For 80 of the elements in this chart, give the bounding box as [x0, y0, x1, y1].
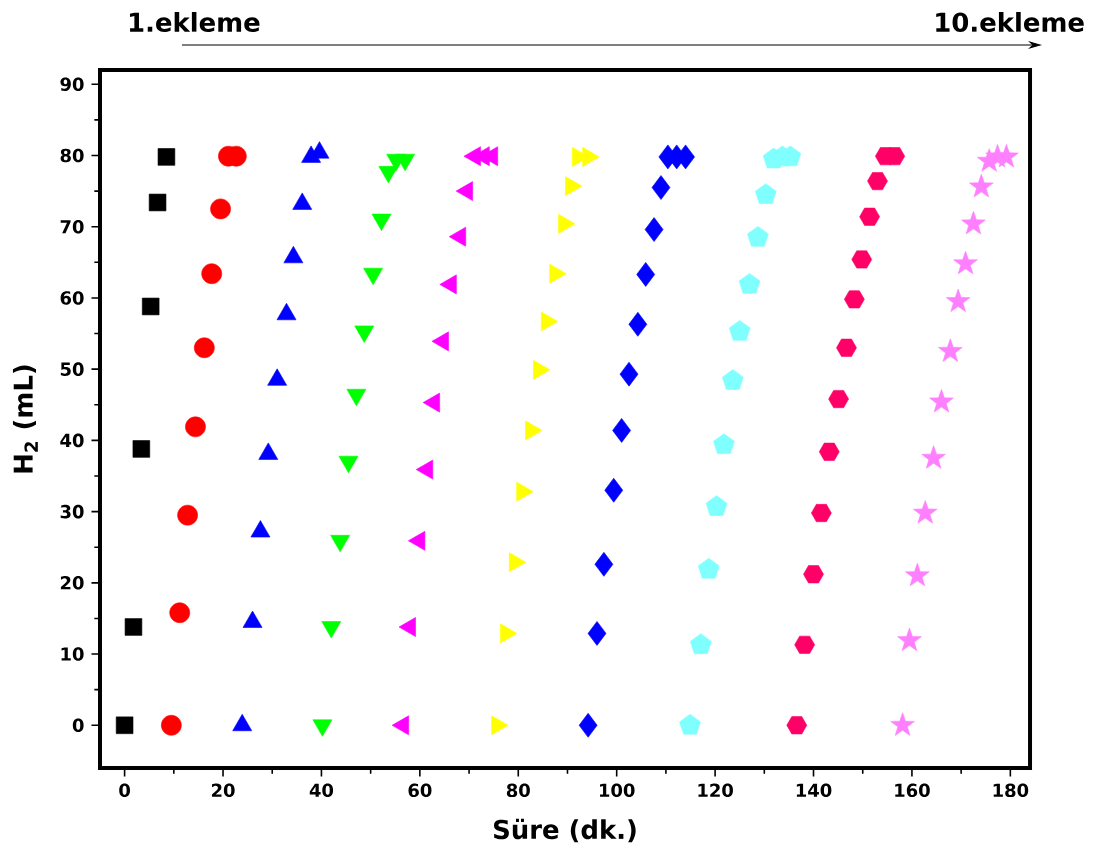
y-tick-label: 80: [60, 148, 84, 163]
x-tick-label: 60: [408, 783, 432, 798]
point: [705, 495, 728, 516]
point: [890, 712, 915, 736]
x-tick-label: 120: [698, 783, 733, 798]
point: [953, 250, 978, 275]
point: [905, 562, 930, 587]
y-tick-label: 0: [72, 718, 84, 733]
text: 1.ekleme: [129, 11, 260, 33]
point: [690, 633, 712, 654]
point: [921, 445, 946, 469]
point: [938, 338, 963, 362]
point: [185, 416, 206, 438]
y-tick-label: 30: [60, 504, 84, 519]
point: [811, 504, 832, 522]
point: [619, 361, 639, 387]
point: [604, 477, 624, 503]
point: [628, 311, 648, 337]
y-tick-label: 50: [60, 362, 84, 376]
point: [969, 174, 994, 198]
point: [722, 369, 744, 390]
point: [994, 144, 1019, 168]
point: [141, 297, 160, 316]
point: [169, 602, 191, 624]
point: [115, 716, 134, 734]
point: [651, 175, 671, 200]
point: [803, 565, 824, 584]
x-tick-label: 140: [796, 783, 832, 798]
point: [747, 226, 769, 247]
point: [836, 338, 857, 357]
point: [913, 500, 938, 524]
point: [679, 713, 701, 735]
point: [177, 504, 198, 526]
point: [713, 433, 735, 454]
y-tick-label: 60: [60, 291, 84, 305]
point: [132, 440, 151, 458]
y-tick-label: 40: [60, 433, 84, 448]
point: [157, 148, 176, 166]
point: [844, 290, 865, 309]
point: [728, 320, 751, 341]
x-tick-label: 80: [506, 783, 530, 798]
y-tick-label: 10: [61, 647, 84, 661]
y-tick-label: 20: [60, 576, 84, 590]
point: [818, 442, 840, 461]
x-tick-label: 180: [993, 783, 1029, 798]
point: [929, 389, 954, 413]
y-axis-title: H$_{2}$ (mL): [12, 365, 38, 473]
point: [859, 207, 880, 226]
point: [644, 217, 664, 242]
point: [161, 714, 182, 736]
point: [612, 418, 631, 443]
y-tick-label: 70: [60, 219, 84, 234]
point: [194, 337, 215, 359]
text: 10.ekleme: [936, 11, 1084, 33]
point: [587, 621, 607, 646]
x-tick-label: 20: [211, 783, 235, 798]
point: [148, 193, 167, 212]
point: [828, 390, 849, 409]
x-tick-label: 100: [600, 783, 635, 798]
point: [961, 211, 986, 235]
point: [124, 618, 143, 636]
x-tick-label: 160: [895, 783, 930, 798]
point: [786, 716, 808, 735]
point: [210, 198, 231, 220]
x-axis-title: Süre (dk.): [494, 818, 636, 843]
point: [755, 183, 777, 204]
point: [594, 552, 614, 577]
point: [794, 635, 815, 654]
x-tick-label: 0: [119, 783, 130, 798]
point: [697, 557, 720, 579]
point: [201, 263, 223, 285]
point: [738, 273, 761, 294]
y-tick-label: 90: [60, 77, 84, 92]
point: [867, 172, 888, 191]
point: [578, 712, 598, 738]
point: [946, 288, 971, 312]
x-tick-label: 40: [309, 783, 334, 798]
point: [897, 627, 922, 651]
point: [636, 262, 656, 287]
point: [851, 250, 873, 269]
